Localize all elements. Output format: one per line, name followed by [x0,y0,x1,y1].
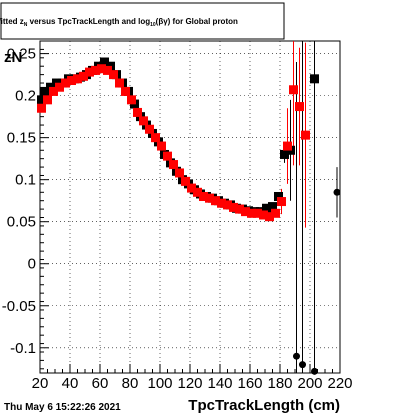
marker-layer [37,57,341,375]
data-point [49,86,58,96]
data-point [43,95,52,105]
data-point [211,196,220,206]
data-point [175,168,184,178]
data-point [37,95,46,105]
x-axis-title: TpcTrackLength (cm) [188,397,340,414]
data-point [217,198,226,208]
data-point [229,202,238,212]
title-box: fitted zN versus TpcTrackLength and log1… [0,2,285,40]
data-point [289,85,298,95]
data-point [253,208,262,218]
data-point [169,160,178,170]
title-pre-sub: N [24,22,28,28]
data-point [333,188,341,196]
x-tick-label: 160 [237,375,262,392]
x-tick-label: 120 [177,375,202,392]
x-tick-label: 40 [62,375,79,392]
data-point [181,176,190,186]
x-tick-label: 220 [327,375,352,392]
y-tick-label: 0.05 [7,214,36,231]
data-point [265,212,274,222]
title-post: (βγ) for Global proton [156,17,238,26]
tick-label-layer: 20 40 60 80 100 120 140 160 180 200 220 -0.1 -0.05 0 0… [2,46,353,392]
data-point [301,130,310,140]
y-axis-title: zN [4,49,22,66]
data-point [139,116,148,126]
data-point [223,200,232,210]
x-tick-label: 200 [297,375,322,392]
y-tick-label: -0.1 [10,340,36,357]
data-point [103,65,112,75]
title-mid-sub: 10 [150,22,156,28]
data-point [115,78,124,88]
data-point [283,141,292,151]
data-point [311,367,318,375]
data-point [40,86,49,96]
data-point [133,107,142,117]
data-point [262,203,271,213]
data-point [193,187,202,197]
y-tick-label: 0.2 [15,88,36,105]
data-point [295,102,304,112]
data-point [55,82,64,92]
data-point [67,76,76,86]
ticks-layer [39,48,341,373]
data-point [235,204,244,214]
data-point [310,74,319,84]
y-tick-label: -0.05 [2,298,36,315]
chart-title: fitted zN versus TpcTrackLength and log1… [0,17,238,28]
data-point [121,86,130,96]
data-point [151,133,160,143]
x-tick-label: 20 [32,375,49,392]
data-point [91,65,100,75]
data-point [73,74,82,84]
data-point [79,71,88,81]
data-point [299,361,306,369]
y-tick-label: 0 [28,256,36,273]
data-point [85,67,94,77]
data-point [274,191,283,201]
data-point [199,191,208,201]
x-tick-label: 140 [207,375,232,392]
data-point [271,208,280,218]
data-point [268,202,277,212]
data-point [280,149,289,159]
grid-layer [39,41,341,373]
title-pre: fitted z [0,17,24,26]
data-point [205,193,214,203]
data-point [163,151,172,161]
data-point [97,64,106,74]
data-point [109,70,118,80]
data-point [247,208,256,218]
x-tick-label: 100 [147,375,172,392]
y-tick-label: 0.15 [7,130,36,147]
y-tick-label: 0.1 [15,172,36,189]
data-point [241,207,250,217]
data-point [145,124,154,134]
data-point [127,95,136,105]
data-point [277,197,286,207]
title-mid: versus TpcTrackLength and log [27,17,150,26]
data-point [100,57,109,67]
data-point [293,352,300,360]
x-tick-label: 180 [267,375,292,392]
data-point [157,141,166,151]
data-point [37,103,46,113]
data-point [259,210,268,220]
data-point [187,183,196,193]
x-tick-label: 80 [122,375,139,392]
y-tick-label: 0.25 [7,46,36,63]
x-tick-label: 60 [92,375,109,392]
data-point [61,78,70,88]
footer-timestamp: Thu May 6 15:22:26 2021 [4,402,121,413]
